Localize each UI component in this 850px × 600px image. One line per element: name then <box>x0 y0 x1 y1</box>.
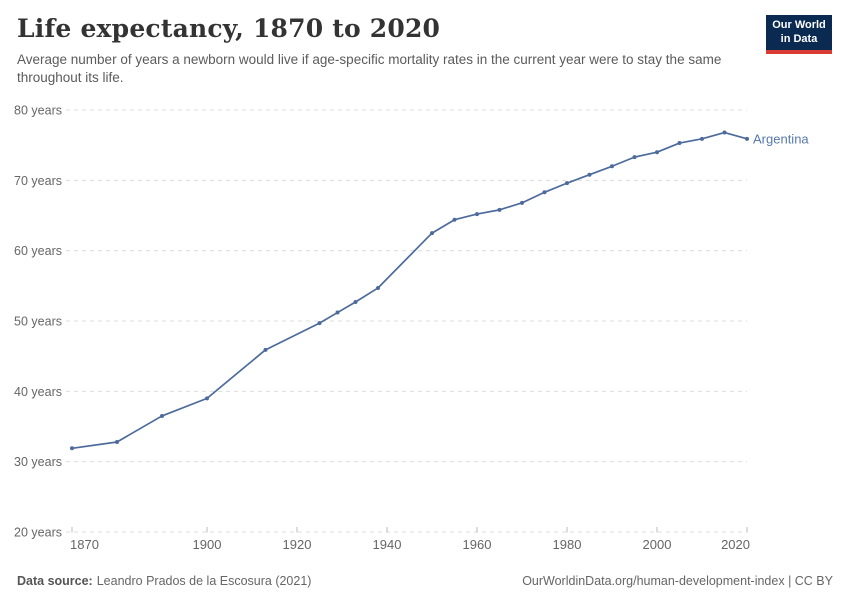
data-point-argentina-2015[interactable] <box>722 130 727 135</box>
data-source-label: Data source: <box>17 574 93 588</box>
license-credit: OurWorldinData.org/human-development-ind… <box>522 574 833 588</box>
x-axis-label-1900: 1900 <box>193 537 222 552</box>
x-axis-label-2020: 2020 <box>721 537 750 552</box>
data-point-argentina-1965[interactable] <box>497 207 502 212</box>
data-point-argentina-1995[interactable] <box>632 155 637 160</box>
y-axis-label-30: 30 years <box>14 455 62 469</box>
data-point-argentina-1980[interactable] <box>565 181 569 186</box>
data-point-argentina-2010[interactable] <box>700 136 704 141</box>
x-axis-label-2000: 2000 <box>643 537 672 552</box>
data-point-argentina-1955[interactable] <box>452 217 457 222</box>
series-line-argentina[interactable] <box>71 131 748 450</box>
data-source-value: Leandro Prados de la Escosura (2021) <box>96 574 312 588</box>
owid-logo[interactable]: Our World in Data <box>766 15 832 54</box>
data-point-argentina-1933[interactable] <box>353 300 358 305</box>
x-axis-label-1980: 1980 <box>553 537 582 552</box>
data-point-argentina-1970[interactable] <box>520 200 524 205</box>
x-axis-label-1870: 1870 <box>70 537 99 552</box>
data-source: Data source: Leandro Prados de la Escosur… <box>17 574 311 588</box>
y-axis-label-80: 80 years <box>14 104 62 118</box>
y-axis-label-60: 60 years <box>14 244 62 258</box>
data-point-argentina-1929[interactable] <box>335 310 340 315</box>
entity-label-argentina[interactable]: Argentina <box>753 131 809 146</box>
chart-subtitle: Average number of years a newborn would … <box>17 52 722 86</box>
x-axis-label-1920: 1920 <box>283 537 312 552</box>
data-point-argentina-1925[interactable] <box>317 321 322 326</box>
data-point-argentina-1870[interactable] <box>70 446 74 451</box>
y-axis-label-20: 20 years <box>14 526 62 540</box>
x-axis-label-1940: 1940 <box>373 537 402 552</box>
data-point-argentina-1880[interactable] <box>115 439 119 444</box>
data-point-argentina-1960[interactable] <box>475 212 479 217</box>
x-axis-label-1960: 1960 <box>463 537 492 552</box>
data-point-argentina-1890[interactable] <box>160 413 164 418</box>
data-point-argentina-2020[interactable] <box>745 136 749 141</box>
y-axis-label-70: 70 years <box>14 174 62 188</box>
chart-header: Life expectancy, 1870 to 2020 Average nu… <box>17 14 730 87</box>
data-point-argentina-2000[interactable] <box>655 150 659 155</box>
data-point-argentina-1950[interactable] <box>430 231 434 236</box>
data-point-argentina-2005[interactable] <box>677 141 682 146</box>
data-point-argentina-1975[interactable] <box>542 190 547 195</box>
chart-title: Life expectancy, 1870 to 2020 <box>17 14 441 43</box>
data-point-argentina-1938[interactable] <box>376 285 380 290</box>
owid-logo-line1: Our World <box>772 19 826 31</box>
data-point-argentina-1985[interactable] <box>587 172 592 177</box>
chart-footer: Data source: Leandro Prados de la Escosur… <box>17 574 833 588</box>
y-axis-label-50: 50 years <box>14 315 62 329</box>
owid-logo-line2: in Data <box>780 32 818 45</box>
data-point-argentina-1990[interactable] <box>610 164 614 169</box>
y-axis-label-40: 40 years <box>14 385 62 399</box>
data-point-argentina-1900[interactable] <box>205 396 209 401</box>
data-point-argentina-1913[interactable] <box>263 347 268 352</box>
